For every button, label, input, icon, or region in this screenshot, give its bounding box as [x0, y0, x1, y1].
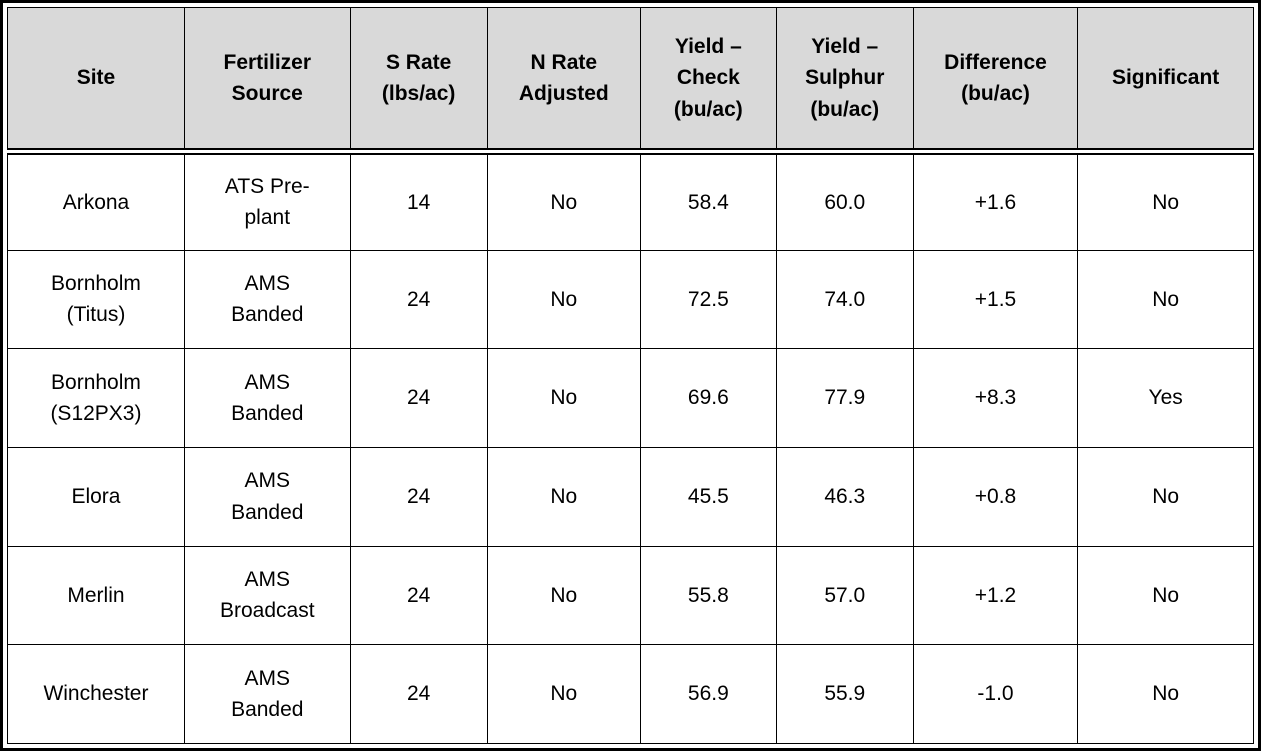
column-header-site: Site	[7, 7, 185, 155]
cell-yield-check: 55.8	[639, 545, 777, 646]
cell-s-rate: 14	[349, 151, 488, 251]
cell-yield-check: 69.6	[639, 348, 777, 448]
cell-yield-sulphur: 60.0	[775, 151, 914, 251]
cell-yield-sulphur: 57.0	[775, 545, 914, 646]
table-row-winchester: Winchester AMS Banded 24 No 56.9 55.9 -1…	[7, 644, 1254, 744]
cell-s-rate: 24	[349, 348, 488, 448]
column-header-significant: Significant	[1077, 7, 1254, 155]
cell-n-rate-adjusted: No	[486, 151, 641, 251]
cell-fertilizer-source: AMS Broadcast	[183, 545, 351, 646]
cell-yield-sulphur: 77.9	[775, 348, 914, 448]
cell-site: Bornholm (S12PX3)	[7, 348, 185, 448]
cell-yield-sulphur: 55.9	[775, 644, 914, 744]
table-row-merlin: Merlin AMS Broadcast 24 No 55.8 57.0 +1.…	[7, 545, 1254, 646]
cell-fertilizer-source: ATS Pre- plant	[183, 151, 351, 251]
cell-site: Bornholm (Titus)	[7, 249, 185, 350]
cell-n-rate-adjusted: No	[486, 644, 641, 744]
column-header-difference: Difference (bu/ac)	[912, 7, 1079, 155]
sulphur-trial-results-table: Site Fertilizer Source S Rate (lbs/ac) N…	[7, 7, 1254, 744]
table-row-arkona: Arkona ATS Pre- plant 14 No 58.4 60.0 +1…	[7, 151, 1254, 251]
cell-fertilizer-source: AMS Banded	[183, 348, 351, 448]
column-header-yield-check: Yield – Check (bu/ac)	[639, 7, 777, 155]
cell-n-rate-adjusted: No	[486, 348, 641, 448]
cell-difference: +1.2	[912, 545, 1079, 646]
cell-significant: No	[1077, 151, 1254, 251]
cell-yield-check: 45.5	[639, 446, 777, 547]
cell-s-rate: 24	[349, 446, 488, 547]
cell-yield-sulphur: 46.3	[775, 446, 914, 547]
cell-significant: Yes	[1077, 348, 1254, 448]
cell-fertilizer-source: AMS Banded	[183, 249, 351, 350]
cell-significant: No	[1077, 249, 1254, 350]
header-row: Site Fertilizer Source S Rate (lbs/ac) N…	[7, 7, 1254, 155]
cell-difference: +8.3	[912, 348, 1079, 448]
cell-n-rate-adjusted: No	[486, 446, 641, 547]
cell-difference: +0.8	[912, 446, 1079, 547]
cell-n-rate-adjusted: No	[486, 249, 641, 350]
cell-yield-check: 56.9	[639, 644, 777, 744]
column-header-s-rate: S Rate (lbs/ac)	[349, 7, 488, 155]
cell-s-rate: 24	[349, 545, 488, 646]
cell-fertilizer-source: AMS Banded	[183, 446, 351, 547]
cell-s-rate: 24	[349, 644, 488, 744]
cell-site: Winchester	[7, 644, 185, 744]
cell-site: Arkona	[7, 151, 185, 251]
cell-s-rate: 24	[349, 249, 488, 350]
cell-significant: No	[1077, 446, 1254, 547]
table-row-bornholm-s12px3: Bornholm (S12PX3) AMS Banded 24 No 69.6 …	[7, 348, 1254, 448]
cell-yield-check: 72.5	[639, 249, 777, 350]
column-header-fertilizer-source: Fertilizer Source	[183, 7, 351, 155]
column-header-yield-sulphur: Yield – Sulphur (bu/ac)	[775, 7, 914, 155]
cell-fertilizer-source: AMS Banded	[183, 644, 351, 744]
cell-yield-check: 58.4	[639, 151, 777, 251]
table-row-elora: Elora AMS Banded 24 No 45.5 46.3 +0.8 No	[7, 446, 1254, 547]
cell-site: Elora	[7, 446, 185, 547]
table-row-bornholm-titus: Bornholm (Titus) AMS Banded 24 No 72.5 7…	[7, 249, 1254, 350]
cell-yield-sulphur: 74.0	[775, 249, 914, 350]
cell-significant: No	[1077, 545, 1254, 646]
cell-difference: +1.5	[912, 249, 1079, 350]
cell-site: Merlin	[7, 545, 185, 646]
cell-difference: +1.6	[912, 151, 1079, 251]
column-header-n-rate-adjusted: N Rate Adjusted	[486, 7, 641, 155]
cell-significant: No	[1077, 644, 1254, 744]
cell-difference: -1.0	[912, 644, 1079, 744]
cell-n-rate-adjusted: No	[486, 545, 641, 646]
